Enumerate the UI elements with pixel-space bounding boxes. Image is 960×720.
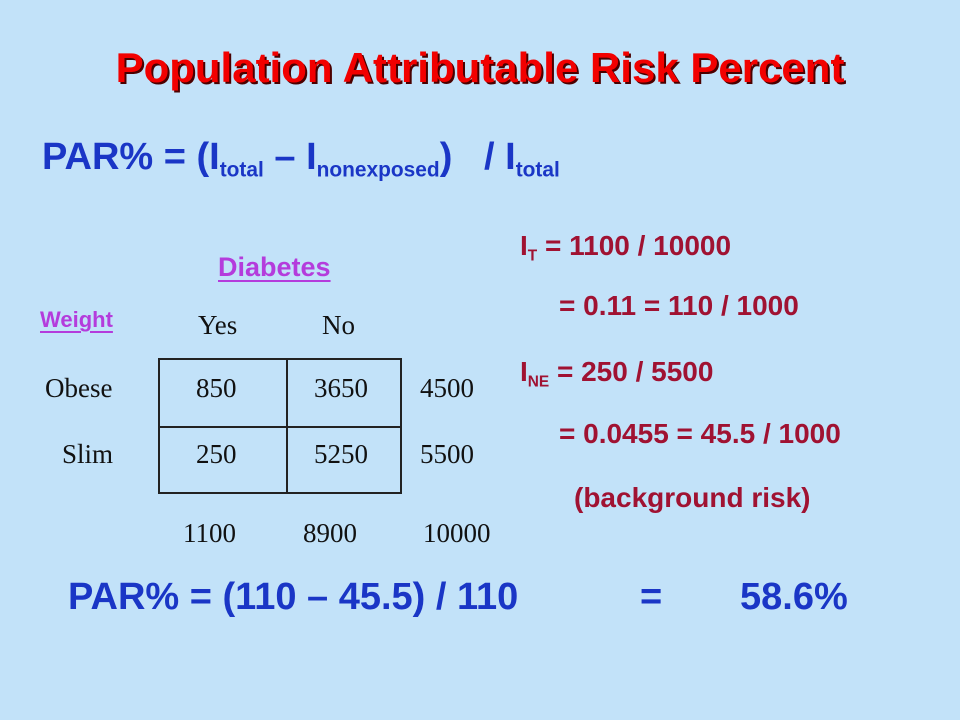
formula-sub-total: total (219, 158, 264, 182)
cell-obese-no: 3650 (314, 373, 368, 403)
it-expression: = 1100 / 10000 (537, 230, 732, 261)
it-symbol: I (520, 230, 528, 261)
slide-title: Population Attributable Risk Percent (115, 44, 845, 91)
column-header-yes: Yes (198, 310, 238, 340)
ine-sub: NE (527, 373, 550, 391)
incidence-total-result: = 0.11 = 110 / 1000 (559, 290, 799, 321)
par-result-value: 58.6% (740, 576, 848, 618)
incidence-nonexposed-line: INE = 250 / 5500 (520, 356, 713, 391)
par-result-line: PAR% = (110 – 45.5) / 110 (68, 576, 518, 619)
column-total-no: 8900 (303, 518, 357, 548)
par-formula: PAR% = (Itotal – Inonexposed) / Itotal (42, 136, 560, 182)
formula-suffix: ) / I (439, 136, 516, 178)
row-group-label: Weight (40, 307, 113, 332)
row-total-slim: 5500 (420, 439, 474, 469)
formula-sub-total2: total (515, 158, 560, 182)
formula-prefix: PAR% = (I (42, 136, 220, 178)
cell-slim-no: 5250 (314, 439, 368, 469)
par-result-expression: PAR% = (110 – 45.5) / 110 (68, 576, 519, 618)
incidence-total-line: IT = 1100 / 10000 (520, 230, 731, 265)
column-group-label: Diabetes (218, 252, 331, 282)
par-result-equals: = (640, 576, 663, 618)
cell-slim-yes: 250 (196, 439, 237, 469)
incidence-nonexposed-result: = 0.0455 = 45.5 / 1000 (559, 418, 841, 449)
row-total-obese: 4500 (420, 373, 474, 403)
contingency-table-grid (158, 358, 402, 494)
grand-total: 10000 (423, 518, 491, 548)
column-total-yes: 1100 (183, 518, 236, 548)
grid-column-divider (286, 360, 288, 492)
ine-expression: = 250 / 5500 (549, 356, 714, 387)
background-risk-note: (background risk) (574, 482, 811, 513)
column-header-no: No (322, 310, 355, 340)
cell-obese-yes: 850 (196, 373, 237, 403)
it-sub: T (527, 247, 538, 265)
row-label-obese: Obese (45, 373, 113, 403)
formula-sub-nonexposed: nonexposed (316, 158, 440, 182)
grid-row-divider (160, 426, 400, 428)
ine-symbol: I (520, 356, 528, 387)
row-label-slim: Slim (62, 439, 114, 469)
formula-middle: – I (263, 136, 317, 178)
